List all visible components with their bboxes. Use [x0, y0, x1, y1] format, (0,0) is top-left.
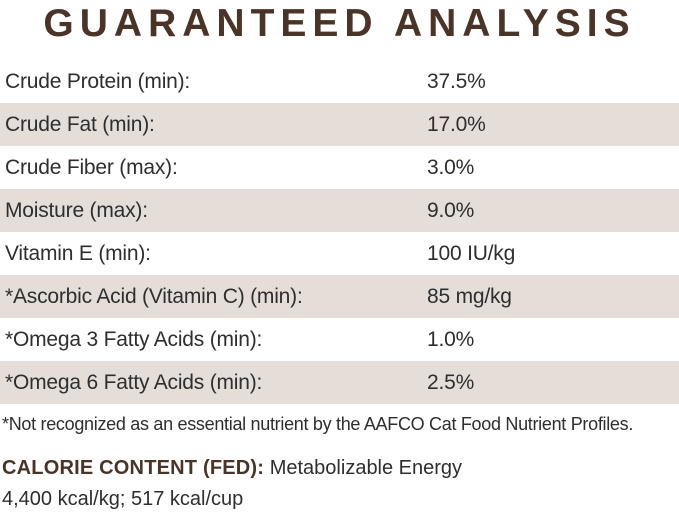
nutrient-label: Moisture (max): [5, 198, 148, 222]
calorie-content-line: CALORIE CONTENT (FED): Metabolizable Ene… [0, 456, 679, 480]
nutrient-value: 100 IU/kg [427, 241, 516, 265]
table-row: Vitamin E (min): 100 IU/kg [0, 232, 679, 275]
nutrient-label: Vitamin E (min): [5, 241, 151, 265]
nutrient-value: 1.0% [427, 327, 475, 351]
nutrient-label: *Omega 6 Fatty Acids (min): [5, 370, 263, 394]
table-row: Crude Fiber (max): 3.0% [0, 146, 679, 189]
nutrient-label: Crude Fat (min): [5, 112, 155, 136]
nutrient-value: 85 mg/kg [427, 284, 512, 308]
calorie-content-heading: CALORIE CONTENT (FED): [2, 457, 265, 479]
analysis-table: Crude Protein (min): 37.5% Crude Fat (min)… [0, 60, 679, 404]
table-row: Crude Protein (min): 37.5% [0, 60, 679, 103]
nutrient-label: *Omega 3 Fatty Acids (min): [5, 327, 263, 351]
nutrient-value: 3.0% [427, 155, 475, 179]
table-row: Moisture (max): 9.0% [0, 189, 679, 232]
nutrient-value: 9.0% [427, 198, 475, 222]
calorie-values: 4,400 kcal/kg; 517 kcal/cup [2, 488, 244, 510]
nutrient-label: Crude Fiber (max): [5, 155, 178, 179]
nutrient-label: *Ascorbic Acid (Vitamin C) (min): [5, 284, 303, 308]
table-row: *Ascorbic Acid (Vitamin C) (min): 85 mg/k… [0, 275, 679, 318]
table-row: Crude Fat (min): 17.0% [0, 103, 679, 146]
nutrient-label: Crude Protein (min): [5, 69, 191, 93]
page-title: GUARANTEED ANALYSIS [43, 2, 636, 45]
table-row: *Omega 6 Fatty Acids (min): 2.5% [0, 361, 679, 404]
nutrient-value: 17.0% [427, 112, 486, 136]
nutrient-value: 2.5% [427, 370, 475, 394]
table-row: *Omega 3 Fatty Acids (min): 1.0% [0, 318, 679, 361]
nutrient-value: 37.5% [427, 69, 486, 93]
calorie-description: Metabolizable Energy [269, 457, 463, 479]
footnote: *Not recognized as an essential nutrient… [2, 414, 634, 434]
